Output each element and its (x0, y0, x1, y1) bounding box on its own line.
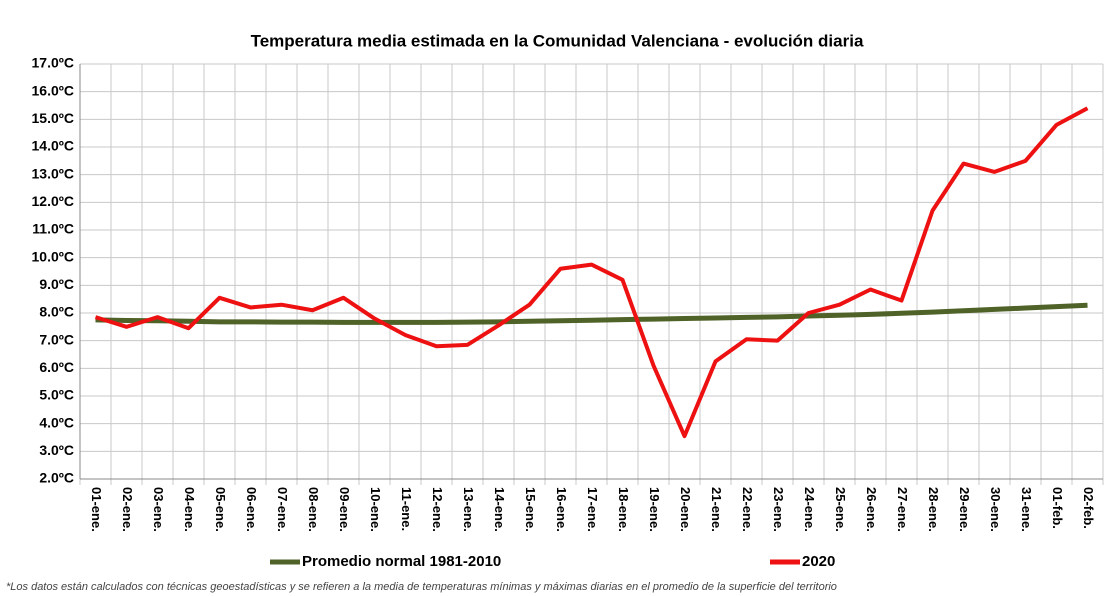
x-tick-label: 14-ene. (492, 487, 507, 532)
x-tick-label: 19-ene. (647, 487, 662, 532)
x-tick-label: 02-ene. (120, 487, 135, 532)
x-tick-label: 01-feb. (1050, 487, 1065, 529)
x-tick-label: 12-ene. (430, 487, 445, 532)
x-tick-label: 29-ene. (957, 487, 972, 532)
y-tick-label: 3.0ºC (39, 442, 74, 458)
x-tick-label: 24-ene. (802, 487, 817, 532)
x-tick-label: 25-ene. (833, 487, 848, 532)
y-tick-label: 6.0ºC (39, 359, 74, 375)
x-tick-label: 17-ene. (585, 487, 600, 532)
legend-label: Promedio normal 1981-2010 (302, 553, 501, 570)
chart-title: Temperatura media estimada en la Comunid… (251, 31, 864, 50)
x-tick-label: 04-ene. (182, 487, 197, 532)
y-tick-label: 12.0ºC (32, 193, 74, 209)
x-tick-label: 09-ene. (337, 487, 352, 532)
x-tick-label: 10-ene. (368, 487, 383, 532)
x-tick-label: 23-ene. (771, 487, 786, 532)
x-tick-label: 07-ene. (275, 487, 290, 532)
x-tick-label: 02-feb. (1081, 487, 1096, 529)
footnote: *Los datos están calculados con técnicas… (6, 581, 837, 593)
x-tick-label: 28-ene. (926, 487, 941, 532)
x-tick-label: 15-ene. (523, 487, 538, 532)
x-tick-label: 18-ene. (616, 487, 631, 532)
x-tick-label: 05-ene. (213, 487, 228, 532)
y-tick-label: 7.0ºC (39, 331, 74, 347)
x-tick-label: 21-ene. (709, 487, 724, 532)
y-tick-label: 16.0ºC (32, 82, 74, 98)
x-tick-label: 06-ene. (244, 487, 259, 532)
x-tick-label: 26-ene. (864, 487, 879, 532)
y-tick-label: 9.0ºC (39, 276, 74, 292)
x-tick-label: 11-ene. (399, 487, 414, 531)
x-tick-label: 27-ene. (895, 487, 910, 532)
y-tick-label: 10.0ºC (32, 248, 74, 264)
x-tick-label: 01-ene. (89, 487, 104, 532)
y-tick-label: 13.0ºC (32, 165, 74, 181)
x-tick-label: 22-ene. (740, 487, 755, 532)
x-tick-label: 31-ene. (1019, 487, 1034, 532)
x-tick-label: 30-ene. (988, 487, 1003, 532)
series-line (95, 302, 1088, 325)
y-tick-label: 17.0ºC (32, 55, 74, 71)
legend-label: 2020 (802, 553, 835, 570)
y-tick-label: 2.0ºC (39, 470, 74, 486)
y-tick-label: 4.0ºC (39, 414, 74, 430)
y-tick-label: 11.0ºC (32, 221, 74, 237)
series-line (94, 106, 1089, 439)
y-tick-label: 14.0ºC (32, 138, 74, 154)
x-tick-label: 20-ene. (678, 487, 693, 532)
y-tick-label: 8.0ºC (39, 304, 74, 320)
y-tick-label: 15.0ºC (32, 110, 74, 126)
x-tick-label: 08-ene. (306, 487, 321, 532)
x-tick-label: 16-ene. (554, 487, 569, 532)
x-tick-label: 13-ene. (461, 487, 476, 532)
x-tick-label: 03-ene. (151, 487, 166, 532)
y-tick-label: 5.0ºC (39, 387, 74, 403)
